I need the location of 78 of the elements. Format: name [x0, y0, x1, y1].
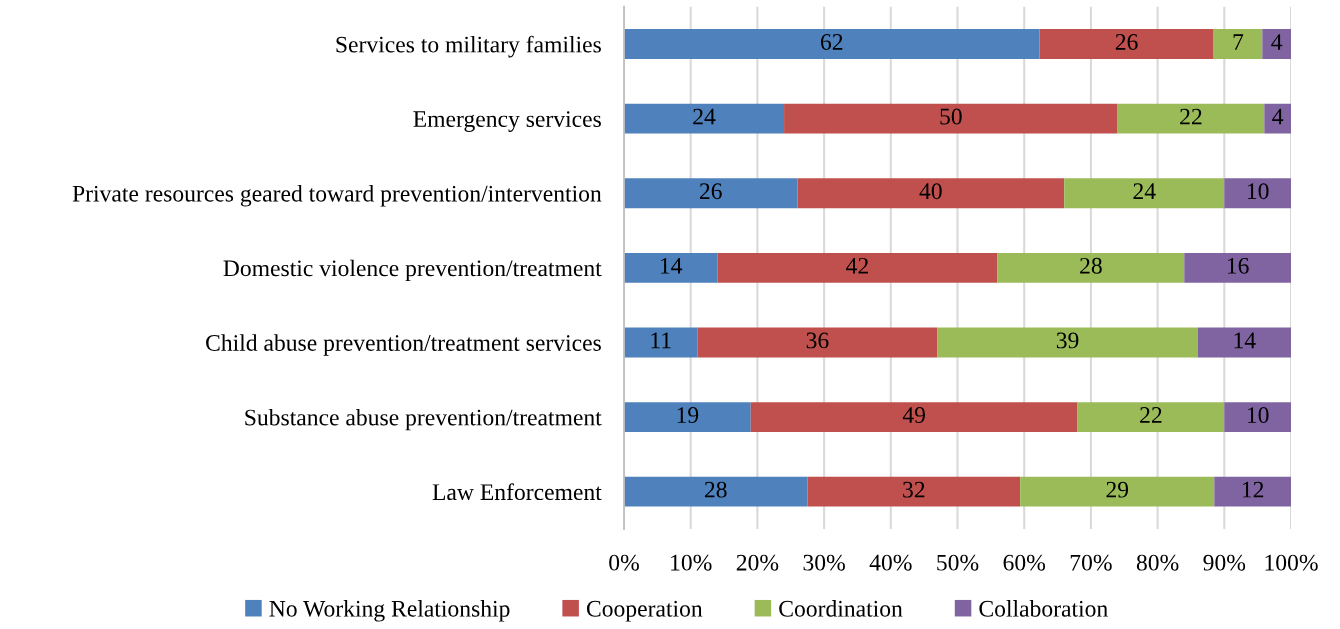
y-tick-label: Child abuse prevention/treatment services [206, 334, 601, 356]
legend-label: Coordination [779, 600, 903, 617]
bar [1224, 178, 1291, 209]
data-label: 14 [1234, 332, 1256, 349]
data-label: 22 [1180, 108, 1202, 125]
data-label: 16 [1227, 257, 1249, 274]
data-label: 4 [1271, 34, 1283, 50]
bar [807, 476, 1021, 507]
data-label: 10 [1247, 407, 1269, 423]
bar [1077, 402, 1225, 432]
bar [1184, 252, 1291, 283]
data-label: 7 [1233, 34, 1244, 50]
x-tick-label: 20% [736, 554, 779, 571]
bar [1214, 476, 1291, 507]
data-label: 19 [677, 407, 699, 423]
bar [937, 327, 1198, 358]
bar [624, 327, 698, 358]
bar [750, 402, 1078, 432]
x-tick-label: 50% [937, 554, 979, 571]
data-label: 24 [693, 108, 716, 125]
data-label: 26 [1115, 34, 1138, 50]
x-tick-label: 10% [671, 554, 712, 571]
y-tick-label: Services to military families [336, 35, 601, 58]
data-label: 14 [660, 257, 683, 274]
y-tick-label: Private resources geared toward prevention/intervention [72, 185, 602, 207]
x-tick-label: 0% [609, 554, 639, 571]
data-label: 12 [1242, 481, 1264, 498]
bar [1224, 402, 1291, 432]
legend-label: Cooperation [586, 600, 703, 622]
data-label: 11 [651, 332, 671, 349]
x-tick-label: 30% [803, 554, 845, 571]
bar [797, 178, 1065, 209]
bar [697, 327, 938, 358]
x-tick-label: 80% [1136, 554, 1179, 571]
legend-label: Collaboration [979, 600, 1108, 617]
y-tick-label: Law Enforcement [432, 483, 602, 501]
data-label: 50 [940, 108, 962, 125]
bar [1213, 29, 1263, 59]
bar [1039, 29, 1214, 59]
x-tick-label: 90% [1203, 554, 1246, 571]
data-label: 62 [820, 34, 843, 50]
data-label: 10 [1247, 183, 1269, 200]
data-label: 22 [1140, 407, 1162, 423]
bar [717, 252, 998, 283]
data-label: 36 [806, 332, 829, 349]
bar [624, 29, 1040, 59]
data-label: 42 [846, 257, 868, 274]
x-tick-label: 70% [1070, 554, 1112, 571]
data-label: 49 [902, 407, 925, 423]
bar [624, 402, 751, 432]
bar [997, 252, 1185, 283]
bar [624, 476, 808, 507]
legend-label: No Working Relationship [269, 600, 510, 622]
y-tick-label: Domestic violence prevention/treatment [223, 259, 602, 282]
bar [1197, 327, 1291, 358]
x-tick-label: 100% [1265, 554, 1318, 571]
bar [1262, 29, 1291, 59]
bar [624, 252, 718, 283]
data-label: 32 [903, 481, 925, 498]
x-tick-label: 40% [869, 554, 912, 571]
data-label: 28 [704, 481, 727, 498]
data-label: 39 [1056, 332, 1079, 349]
data-label: 40 [919, 183, 942, 200]
data-label: 28 [1080, 257, 1102, 274]
data-label: 4 [1272, 108, 1284, 125]
data-label: 26 [699, 183, 722, 200]
y-tick-label: Emergency services [413, 111, 601, 132]
x-tick-label: 60% [1003, 554, 1046, 571]
bar [784, 103, 1118, 134]
bar [1117, 103, 1265, 134]
data-label: 24 [1133, 183, 1156, 199]
bar [1064, 178, 1225, 209]
bar [624, 178, 798, 209]
y-tick-label: Substance abuse prevention/treatment [245, 408, 602, 431]
bar [1264, 103, 1291, 134]
data-label: 29 [1106, 481, 1129, 498]
bar [1020, 476, 1215, 507]
bar [624, 103, 785, 134]
